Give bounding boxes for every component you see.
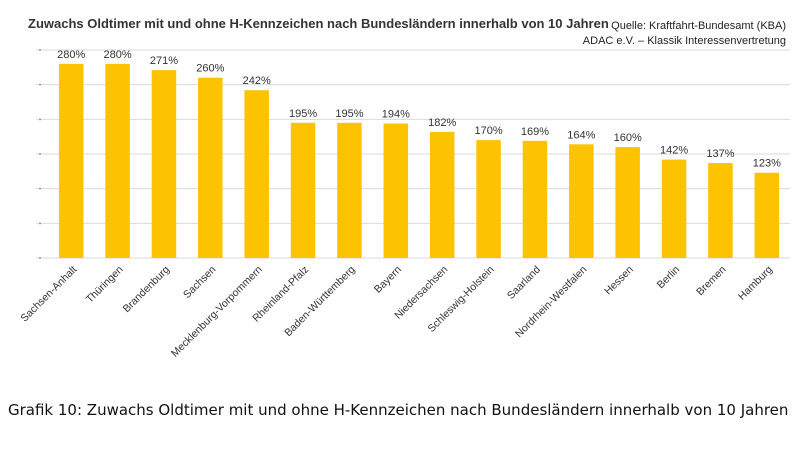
y-axis-tick (39, 118, 41, 121)
source-note: Quelle: Kraftfahrt-Bundesamt (KBA) ADAC … (583, 19, 786, 49)
figure-caption: Grafik 10: Zuwachs Oldtimer mit und ohne… (8, 401, 789, 419)
bar-baden-w-rttemberg (337, 122, 362, 258)
bar-berlin (661, 159, 687, 258)
y-axis-tick (39, 49, 41, 51)
category-label: Hamburg (736, 264, 775, 303)
data-label: 170% (474, 125, 502, 137)
bar-bremen (708, 163, 733, 258)
category-label: Mecklenburg-Vorpommern (169, 264, 265, 360)
bar-nordrhein-westfalen (569, 144, 594, 258)
bar-bayern (383, 123, 409, 258)
chart-area: Zuwachs Oldtimer mit und ohne H-Kennzeic… (18, 16, 790, 360)
category-label: Berlin (655, 264, 683, 292)
y-axis-tick (39, 187, 41, 190)
category-label: Sachsen (181, 264, 218, 301)
bar-sachsen (198, 77, 223, 258)
data-label: 182% (428, 117, 456, 129)
data-label: 260% (196, 63, 224, 75)
y-axis-tick (39, 83, 41, 86)
bar-brandenburg (151, 70, 177, 259)
bar-th-ringen (105, 63, 130, 258)
data-label: 137% (706, 148, 734, 160)
bar-saarland (522, 140, 548, 258)
source-line-1: Quelle: Kraftfahrt-Bundesamt (KBA) (611, 20, 786, 32)
data-label: 195% (335, 108, 363, 120)
bar-hessen (615, 147, 640, 258)
bar-sachsen-anhalt (58, 63, 84, 258)
category-label: Brandenburg (121, 264, 173, 316)
data-label: 169% (521, 126, 549, 138)
y-axis-tick (39, 222, 41, 225)
y-axis-tick (39, 257, 41, 259)
bar-hamburg (754, 172, 780, 258)
bar-rheinland-pfalz (290, 122, 316, 258)
data-label: 280% (57, 49, 85, 61)
chart-title: Zuwachs Oldtimer mit und ohne H-Kennzeic… (28, 16, 609, 31)
data-label: 164% (567, 129, 595, 141)
category-label: Bremen (694, 264, 729, 299)
data-labels: 280% 280% 271% 260% 242% 195% 195% 194% 182% 170%… (57, 49, 781, 170)
y-axis-tick (39, 153, 41, 155)
bar-mecklenburg-vorpommern (244, 90, 269, 258)
category-label: Saarland (505, 264, 543, 302)
bar-schleswig-holstein (476, 140, 501, 258)
data-label: 195% (289, 108, 317, 120)
category-label: Sachsen-Anhalt (18, 264, 79, 325)
data-label: 242% (243, 75, 271, 87)
category-label: Bayern (372, 264, 404, 296)
bars (58, 63, 780, 259)
bar-niedersachsen (429, 131, 455, 258)
source-line-2: ADAC e.V. – Klassik Interessenvertretung (582, 35, 786, 47)
data-label: 194% (382, 108, 410, 120)
category-label: Thüringen (84, 264, 126, 306)
bar-chart: 280% 280% 271% 260% 242% 195% 195% 194% 182% 170%… (18, 49, 790, 360)
data-label: 271% (150, 55, 178, 67)
category-label: Hessen (602, 264, 636, 298)
data-label: 160% (614, 132, 642, 144)
data-label: 142% (660, 145, 688, 157)
data-label: 280% (103, 49, 131, 61)
data-label: 123% (753, 158, 781, 170)
